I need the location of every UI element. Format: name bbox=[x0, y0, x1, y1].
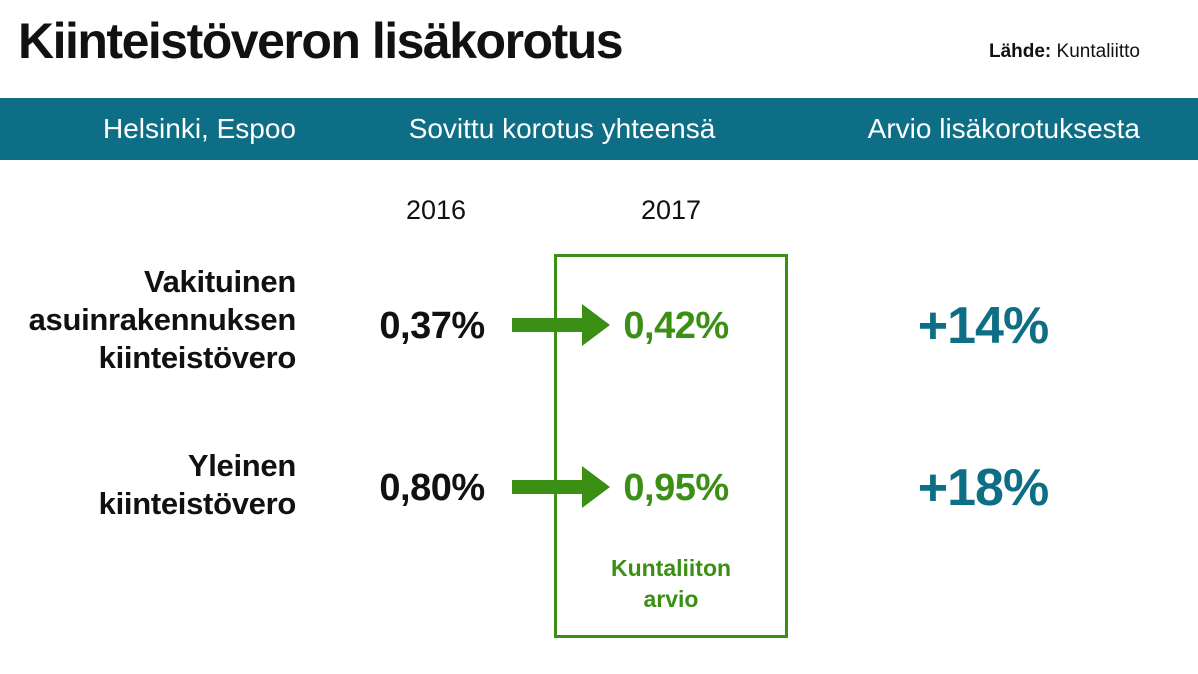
header-additional-estimate: Arvio lisäkorotuksesta bbox=[867, 113, 1140, 144]
header-band: Helsinki, Espoo Sovittu korotus yhteensä… bbox=[0, 98, 1198, 160]
source-note: Lähde: Kuntaliitto bbox=[989, 40, 1140, 64]
value-2016-permanent-residential: 0,37% bbox=[379, 305, 485, 347]
header-agreed-increase: Sovittu korotus yhteensä bbox=[408, 113, 716, 144]
row-label-line: Yleinen bbox=[187, 448, 296, 483]
estimate-note-line: arvio bbox=[643, 586, 699, 612]
row-label-line: kiinteistövero bbox=[98, 340, 297, 375]
increase-general: +18% bbox=[917, 459, 1049, 517]
row-label-permanent-residential: Vakituinen asuinrakennuksen kiinteistöve… bbox=[28, 263, 297, 377]
year-2016: 2016 bbox=[405, 195, 467, 225]
estimate-note: Kuntaliiton arvio bbox=[611, 553, 731, 615]
row-label-general: Yleinen kiinteistövero bbox=[98, 447, 297, 523]
estimate-note-line: Kuntaliiton bbox=[610, 555, 732, 581]
increase-permanent-residential: +14% bbox=[917, 297, 1049, 355]
row-label-line: asuinrakennuksen bbox=[28, 302, 297, 337]
page-title: Kiinteistöveron lisäkorotus bbox=[18, 13, 624, 69]
value-2016-general: 0,80% bbox=[379, 467, 485, 509]
row-label-line: kiinteistövero bbox=[98, 486, 297, 521]
year-2017: 2017 bbox=[640, 195, 702, 225]
arrow-right-icon bbox=[512, 304, 610, 346]
arrow-right-icon bbox=[512, 466, 610, 508]
estimate-box bbox=[554, 254, 788, 638]
arrow-shape bbox=[512, 304, 610, 346]
source-value: Kuntaliitto bbox=[1056, 41, 1140, 62]
value-2017-general: 0,95% bbox=[623, 467, 729, 509]
value-2017-permanent-residential: 0,42% bbox=[623, 305, 729, 347]
header-city: Helsinki, Espoo bbox=[103, 113, 296, 144]
source-label: Lähde: bbox=[988, 41, 1052, 62]
arrow-shape bbox=[512, 466, 610, 508]
row-label-line: Vakituinen bbox=[143, 264, 296, 299]
